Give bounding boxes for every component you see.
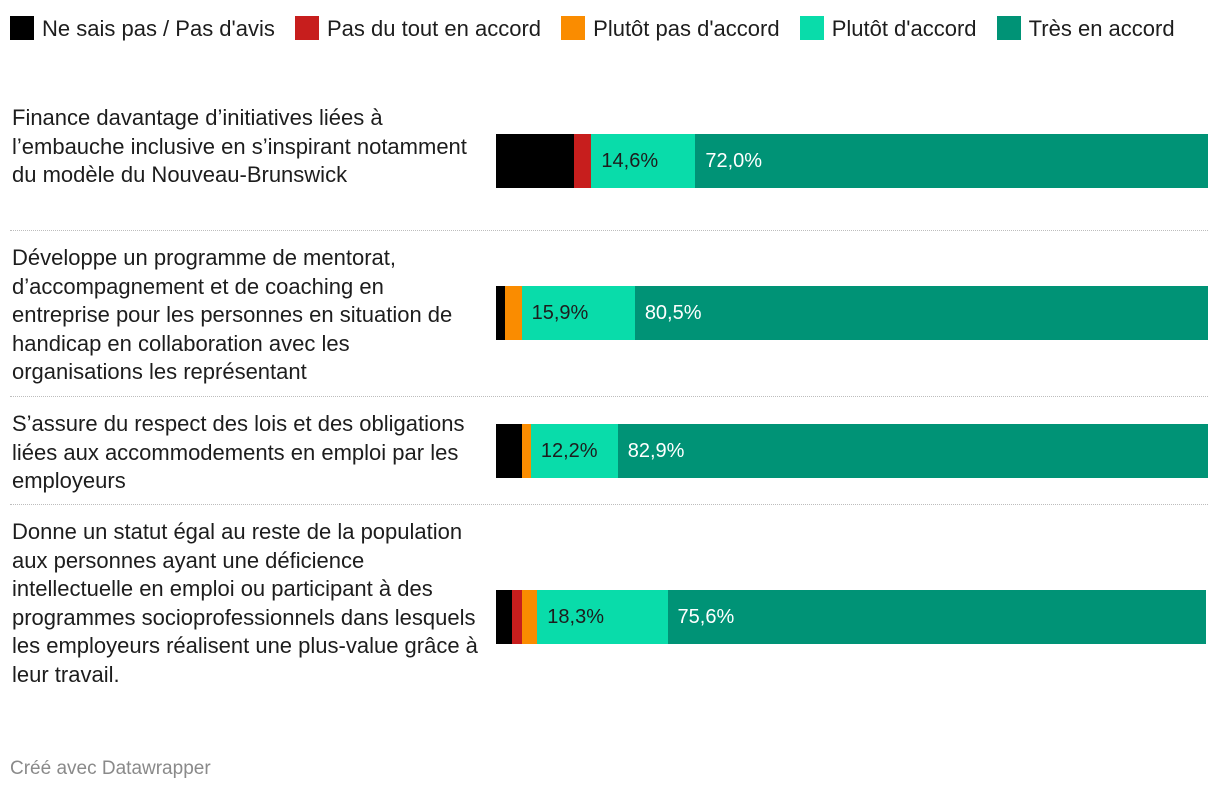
bar-segment: 18,3% [537, 590, 668, 644]
bar-segment [511, 590, 522, 644]
bar-segment [574, 134, 592, 188]
legend-label: Ne sais pas / Pas d'avis [42, 16, 275, 41]
data-label: 18,3% [547, 606, 604, 628]
bar-segment: 80,5% [634, 286, 1208, 340]
legend-swatch [996, 16, 1021, 40]
data-label: 82,9% [627, 440, 685, 462]
bar-segment: 15,9% [521, 286, 635, 340]
legend-item-0: Ne sais pas / Pas d'avis [10, 16, 275, 41]
bar-segment [504, 286, 522, 340]
legend-item-4: Très en accord [996, 16, 1175, 41]
legend-swatch [10, 16, 34, 40]
data-label: 80,5% [644, 302, 702, 324]
bar-segment: 12,2% [530, 424, 618, 478]
bar-segment: 82,9% [617, 424, 1208, 478]
credit-text: Créé avec Datawrapper [10, 758, 211, 779]
category-label: Donne un statut égal au reste de la popu… [12, 519, 478, 687]
stacked-bar: 12,2% 82,9% [496, 424, 1208, 478]
legend-item-1: Pas du tout en accord [294, 16, 542, 41]
bar-segment: 14,6% [591, 134, 696, 188]
legend-label: Plutôt pas d'accord [593, 16, 780, 41]
bar-segment: 75,6% [667, 590, 1206, 644]
bar-segment [496, 424, 522, 478]
legend-label: Pas du tout en accord [326, 16, 542, 41]
data-label: 75,6% [677, 606, 735, 628]
legend-swatch [294, 16, 319, 40]
data-label: 14,6% [601, 150, 659, 172]
legend-label: Très en accord [1028, 16, 1175, 41]
legend-label: Plutôt d'accord [831, 16, 977, 41]
legend-swatch [561, 16, 586, 40]
category-label: S’assure du respect des lois et des obli… [12, 411, 465, 493]
bar-segment [521, 424, 531, 478]
category-label: Développe un programme de mentorat, d’ac… [12, 245, 453, 384]
bar-segment [496, 590, 512, 644]
bar-segment [496, 134, 575, 188]
data-label: 15,9% [531, 302, 589, 324]
row-divider [10, 396, 1208, 397]
bar-segment [521, 590, 538, 644]
stacked-bar: 14,6% 72,0% [496, 134, 1208, 188]
chart-legend: Ne sais pas / Pas d'avis Pas du tout en … [10, 12, 1210, 46]
row-divider [10, 504, 1208, 505]
category-label: Finance davantage d’initiatives liées à … [12, 105, 467, 187]
data-label: 12,2% [540, 440, 598, 462]
legend-item-3: Plutôt d'accord [799, 16, 977, 41]
data-label: 72,0% [705, 150, 763, 172]
legend-item-2: Plutôt pas d'accord [561, 16, 780, 41]
bar-segment [496, 286, 505, 340]
bar-segment: 72,0% [695, 134, 1208, 188]
legend-swatch [799, 16, 824, 40]
stacked-bar: 18,3% 75,6% [496, 590, 1208, 644]
stacked-bar: 15,9% 80,5% [496, 286, 1208, 340]
row-divider [10, 230, 1208, 231]
